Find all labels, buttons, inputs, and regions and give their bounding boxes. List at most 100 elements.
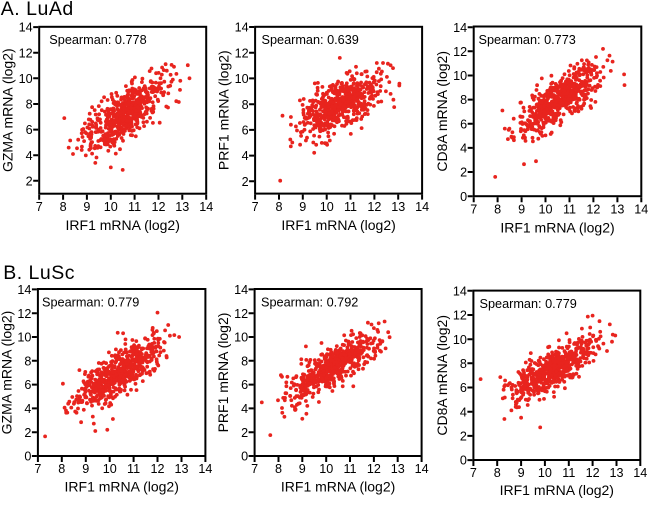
svg-text:GZMA mRNA (log2): GZMA mRNA (log2)	[0, 48, 16, 172]
svg-text:14: 14	[634, 203, 648, 217]
svg-text:8: 8	[241, 354, 248, 368]
svg-text:9: 9	[299, 200, 306, 214]
svg-text:4: 4	[241, 402, 248, 416]
svg-text:11: 11	[563, 203, 576, 217]
svg-text:11: 11	[562, 466, 575, 480]
svg-text:10: 10	[538, 203, 552, 217]
svg-text:IRF1 mRNA (log2): IRF1 mRNA (log2)	[500, 220, 614, 236]
svg-text:B. LuSc: B. LuSc	[3, 262, 75, 284]
svg-text:10: 10	[17, 331, 31, 345]
svg-text:4: 4	[24, 402, 31, 416]
svg-text:12: 12	[586, 466, 600, 480]
svg-text:14: 14	[633, 466, 647, 480]
svg-text:10: 10	[538, 466, 552, 480]
svg-text:9: 9	[83, 200, 90, 214]
svg-text:11: 11	[128, 200, 141, 214]
svg-text:12: 12	[17, 307, 31, 321]
svg-text:8: 8	[494, 203, 501, 217]
svg-text:12: 12	[367, 462, 381, 476]
svg-text:12: 12	[234, 307, 248, 321]
svg-text:6: 6	[26, 123, 33, 137]
svg-text:A. LuAd: A. LuAd	[1, 0, 74, 20]
svg-text:12: 12	[235, 46, 249, 60]
svg-text:10: 10	[104, 200, 118, 214]
svg-text:IRF1 mRNA (log2): IRF1 mRNA (log2)	[281, 479, 395, 495]
svg-text:13: 13	[609, 466, 623, 480]
svg-text:IRF1 mRNA (log2): IRF1 mRNA (log2)	[65, 479, 179, 495]
svg-text:4: 4	[460, 142, 467, 156]
svg-text:2: 2	[241, 426, 248, 440]
svg-text:Spearman: 0.779: Spearman: 0.779	[42, 295, 139, 309]
svg-text:IRF1 mRNA (log2): IRF1 mRNA (log2)	[500, 482, 614, 498]
svg-text:14: 14	[453, 21, 467, 35]
svg-text:CD8A mRNA (log2): CD8A mRNA (log2)	[434, 315, 450, 436]
svg-text:10: 10	[103, 462, 117, 476]
svg-text:0: 0	[24, 450, 31, 464]
svg-text:10: 10	[235, 72, 249, 86]
svg-text:14: 14	[234, 283, 248, 297]
svg-text:7: 7	[252, 200, 259, 214]
svg-text:14: 14	[415, 462, 429, 476]
svg-text:6: 6	[24, 378, 31, 392]
svg-text:Spearman: 0.779: Spearman: 0.779	[480, 297, 577, 311]
svg-text:6: 6	[242, 124, 249, 138]
svg-text:Spearman: 0.792: Spearman: 0.792	[261, 295, 358, 309]
svg-text:8: 8	[460, 357, 467, 371]
svg-text:11: 11	[344, 200, 357, 214]
svg-text:12: 12	[19, 46, 33, 60]
svg-text:14: 14	[235, 21, 249, 35]
svg-text:13: 13	[391, 462, 405, 476]
svg-text:10: 10	[319, 462, 333, 476]
svg-text:7: 7	[470, 466, 477, 480]
svg-text:Spearman: 0.778: Spearman: 0.778	[49, 33, 146, 47]
svg-text:CD8A mRNA (log2): CD8A mRNA (log2)	[434, 51, 450, 172]
svg-text:GZMA mRNA (log2): GZMA mRNA (log2)	[0, 311, 14, 435]
svg-text:12: 12	[367, 200, 381, 214]
svg-text:12: 12	[150, 462, 164, 476]
svg-text:12: 12	[586, 203, 600, 217]
svg-text:4: 4	[460, 405, 467, 419]
svg-text:0: 0	[460, 454, 467, 468]
svg-text:8: 8	[24, 354, 31, 368]
svg-text:9: 9	[518, 203, 525, 217]
svg-text:PRF1 mRNA (log2): PRF1 mRNA (log2)	[216, 50, 232, 170]
svg-text:13: 13	[610, 203, 624, 217]
svg-text:8: 8	[275, 200, 282, 214]
svg-text:2: 2	[460, 166, 467, 180]
svg-text:0: 0	[460, 190, 467, 204]
svg-text:Spearman: 0.639: Spearman: 0.639	[262, 33, 359, 47]
svg-text:10: 10	[320, 200, 334, 214]
svg-text:7: 7	[36, 200, 43, 214]
svg-text:8: 8	[60, 200, 67, 214]
svg-text:14: 14	[19, 21, 33, 35]
svg-text:6: 6	[460, 381, 467, 395]
svg-text:13: 13	[175, 200, 189, 214]
svg-text:14: 14	[198, 462, 212, 476]
svg-text:10: 10	[19, 72, 33, 86]
svg-text:2: 2	[460, 430, 467, 444]
svg-text:12: 12	[453, 45, 467, 59]
svg-text:9: 9	[299, 462, 306, 476]
svg-text:10: 10	[234, 331, 248, 345]
svg-text:13: 13	[174, 462, 188, 476]
svg-text:10: 10	[453, 333, 467, 347]
svg-text:14: 14	[453, 284, 467, 298]
svg-text:11: 11	[127, 462, 140, 476]
svg-text:7: 7	[470, 203, 477, 217]
svg-text:7: 7	[251, 462, 258, 476]
svg-text:IRF1 mRNA (log2): IRF1 mRNA (log2)	[281, 217, 395, 233]
svg-text:6: 6	[241, 378, 248, 392]
svg-text:PRF1 mRNA (log2): PRF1 mRNA (log2)	[215, 313, 231, 433]
svg-text:9: 9	[518, 466, 525, 480]
svg-text:14: 14	[199, 200, 213, 214]
svg-text:4: 4	[242, 149, 249, 163]
svg-text:13: 13	[391, 200, 405, 214]
svg-text:4: 4	[26, 149, 33, 163]
svg-text:14: 14	[17, 283, 31, 297]
svg-text:9: 9	[82, 462, 89, 476]
svg-text:12: 12	[453, 309, 467, 323]
svg-text:6: 6	[460, 117, 467, 131]
svg-text:8: 8	[242, 98, 249, 112]
svg-text:7: 7	[34, 462, 41, 476]
svg-text:12: 12	[151, 200, 165, 214]
